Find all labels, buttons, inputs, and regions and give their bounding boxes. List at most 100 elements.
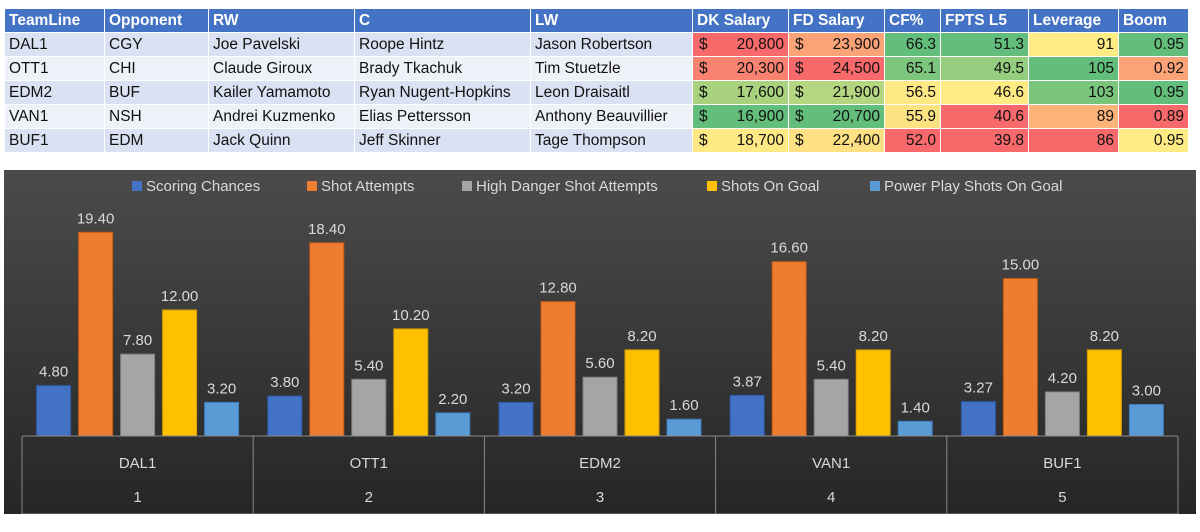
currency-symbol: $ bbox=[699, 36, 708, 53]
chart-legend: Scoring Chances Shot Attempts High Danger … bbox=[132, 178, 1062, 195]
cell-team-line: VAN1 bbox=[4, 104, 105, 129]
currency-symbol: $ bbox=[699, 108, 708, 125]
legend-swatch bbox=[307, 181, 317, 191]
cell-opponent: CHI bbox=[104, 56, 209, 81]
data-label: 4.80 bbox=[39, 364, 68, 381]
bar bbox=[393, 328, 429, 437]
cell-opponent: EDM bbox=[104, 128, 209, 153]
cell-rw: Andrei Kuzmenko bbox=[208, 104, 355, 129]
table-row: VAN1 NSH Andrei Kuzmenko Elias Pettersson An… bbox=[4, 104, 1189, 129]
table-row: OTT1 CHI Claude Giroux Brady Tkachuk Tim Stu… bbox=[4, 56, 1189, 81]
bar bbox=[162, 309, 198, 437]
cell-team-line: BUF1 bbox=[4, 128, 105, 153]
bar bbox=[624, 349, 660, 437]
cell-fpts-l5: 39.8 bbox=[940, 128, 1029, 153]
chart-category-axis: DAL1 1 OTT1 2 EDM2 3 VAN1 4 BUF1 5 bbox=[21, 435, 1179, 514]
cell-rw: Jack Quinn bbox=[208, 128, 355, 153]
cell-boom: 0.95 bbox=[1118, 80, 1189, 105]
bar bbox=[267, 395, 303, 437]
cell-lw: Jason Robertson bbox=[530, 32, 693, 57]
legend-label: Shots On Goal bbox=[721, 178, 819, 195]
data-label: 3.80 bbox=[270, 374, 299, 391]
data-label: 10.20 bbox=[392, 307, 430, 324]
data-label: 1.60 bbox=[669, 397, 698, 414]
cell-team-line: DAL1 bbox=[4, 32, 105, 57]
legend-swatch bbox=[707, 181, 717, 191]
category-label: EDM2 bbox=[579, 455, 621, 472]
cell-cf-pct: 55.9 bbox=[884, 104, 941, 129]
bar bbox=[666, 418, 702, 437]
bar bbox=[1128, 404, 1164, 437]
cell-fpts-l5: 46.6 bbox=[940, 80, 1029, 105]
currency-symbol: $ bbox=[795, 132, 804, 149]
cell-boom: 0.89 bbox=[1118, 104, 1189, 129]
legend-swatch bbox=[132, 181, 142, 191]
cell-value: 21,900 bbox=[832, 84, 880, 101]
bar bbox=[729, 394, 765, 437]
salary-table: TeamLine Opponent RW C LW DK Salary FD S… bbox=[4, 8, 1189, 153]
cell-fd-salary: $20,700 bbox=[788, 104, 885, 129]
data-label: 5.60 bbox=[585, 355, 614, 372]
cell-value: 18,700 bbox=[736, 132, 784, 149]
cell-value: 17,600 bbox=[736, 84, 784, 101]
data-label: 8.20 bbox=[627, 328, 656, 345]
cell-cf-pct: 56.5 bbox=[884, 80, 941, 105]
category-label: VAN1 bbox=[812, 455, 850, 472]
cell-c: Roope Hintz bbox=[354, 32, 531, 57]
cell-boom: 0.95 bbox=[1118, 128, 1189, 153]
bar bbox=[540, 301, 576, 437]
cell-lw: Anthony Beauvillier bbox=[530, 104, 693, 129]
cell-dk-salary: $17,600 bbox=[692, 80, 789, 105]
data-label: 3.20 bbox=[207, 380, 236, 397]
cell-value: 23,900 bbox=[832, 36, 880, 53]
data-label: 3.00 bbox=[1132, 383, 1161, 400]
cell-c: Jeff Skinner bbox=[354, 128, 531, 153]
cell-lw: Leon Draisaitl bbox=[530, 80, 693, 105]
cell-boom: 0.95 bbox=[1118, 32, 1189, 57]
cell-leverage: 91 bbox=[1028, 32, 1119, 57]
cell-c: Elias Pettersson bbox=[354, 104, 531, 129]
cell-cf-pct: 65.1 bbox=[884, 56, 941, 81]
bar bbox=[771, 261, 807, 437]
bar bbox=[309, 242, 345, 437]
data-label: 12.00 bbox=[161, 288, 199, 305]
cell-value: 20,800 bbox=[736, 36, 784, 53]
data-label: 8.20 bbox=[859, 328, 888, 345]
category-index-label: 5 bbox=[1058, 489, 1066, 506]
data-label: 5.40 bbox=[817, 357, 846, 374]
data-label: 8.20 bbox=[1090, 328, 1119, 345]
data-label: 3.20 bbox=[501, 380, 530, 397]
legend-label: Power Play Shots On Goal bbox=[884, 178, 1062, 195]
bar bbox=[813, 378, 849, 437]
bar bbox=[1086, 349, 1122, 437]
table-row: DAL1 CGY Joe Pavelski Roope Hintz Jason Robe… bbox=[4, 32, 1189, 57]
bar bbox=[78, 231, 114, 437]
cell-value: 20,700 bbox=[832, 108, 880, 125]
category-index-label: 2 bbox=[365, 489, 373, 506]
bar bbox=[897, 420, 933, 437]
currency-symbol: $ bbox=[795, 36, 804, 53]
header-leverage: Leverage bbox=[1028, 8, 1119, 33]
legend-swatch bbox=[870, 181, 880, 191]
header-teamline: TeamLine bbox=[4, 8, 105, 33]
cell-dk-salary: $20,800 bbox=[692, 32, 789, 57]
cell-cf-pct: 66.3 bbox=[884, 32, 941, 57]
table-header-row: TeamLine Opponent RW C LW DK Salary FD S… bbox=[4, 8, 1189, 33]
category-label: OTT1 bbox=[350, 455, 388, 472]
cell-fd-salary: $23,900 bbox=[788, 32, 885, 57]
cell-leverage: 105 bbox=[1028, 56, 1119, 81]
cell-fd-salary: $22,400 bbox=[788, 128, 885, 153]
cell-rw: Kailer Yamamoto bbox=[208, 80, 355, 105]
currency-symbol: $ bbox=[795, 108, 804, 125]
category-label: DAL1 bbox=[119, 455, 157, 472]
cell-lw: Tage Thompson bbox=[530, 128, 693, 153]
cell-fd-salary: $21,900 bbox=[788, 80, 885, 105]
currency-symbol: $ bbox=[795, 84, 804, 101]
cell-leverage: 89 bbox=[1028, 104, 1119, 129]
bar bbox=[120, 353, 156, 437]
cell-dk-salary: $20,300 bbox=[692, 56, 789, 81]
cell-fpts-l5: 49.5 bbox=[940, 56, 1029, 81]
data-label: 19.40 bbox=[77, 210, 115, 227]
header-boom: Boom bbox=[1118, 8, 1189, 33]
header-rw: RW bbox=[208, 8, 355, 33]
